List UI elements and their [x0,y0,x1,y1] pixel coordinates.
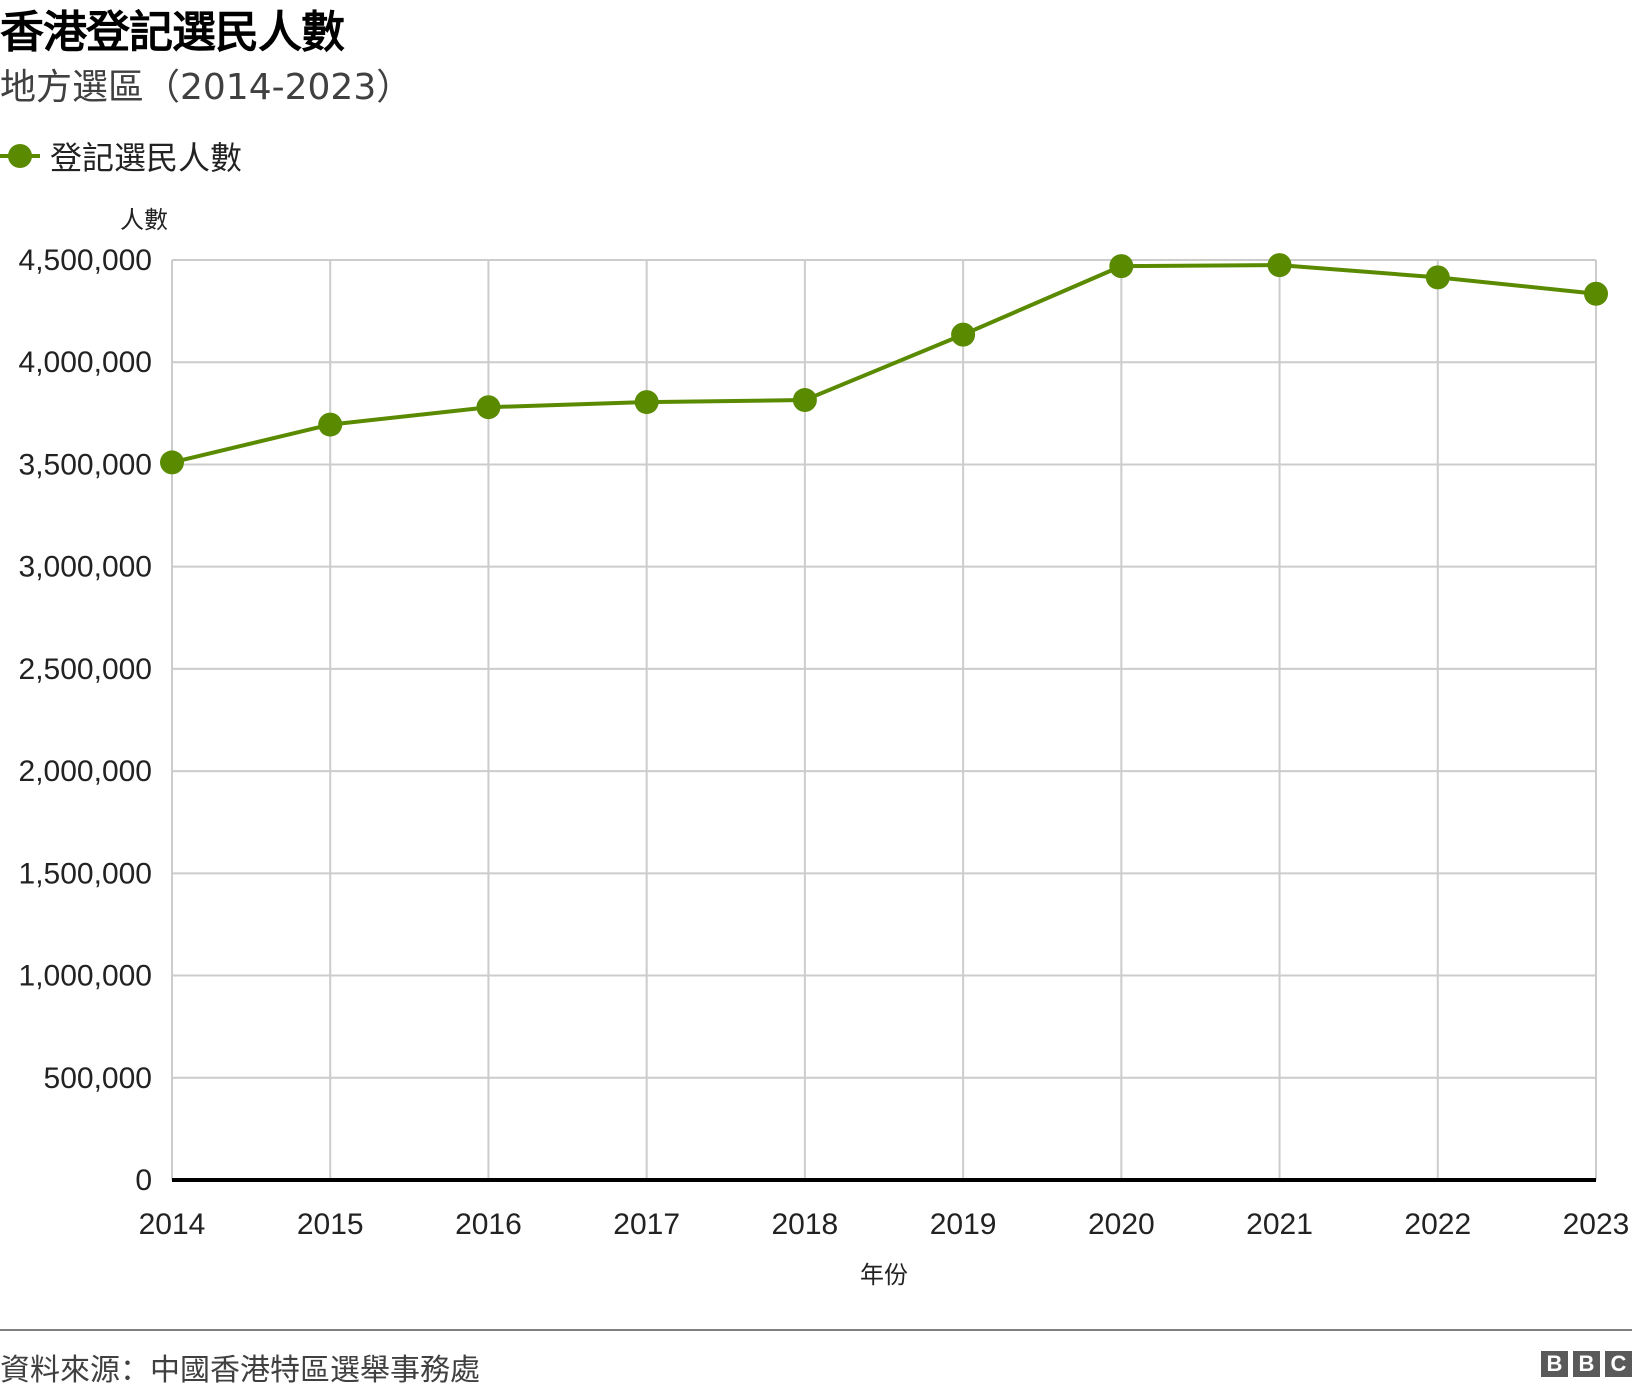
y-tick-label: 500,000 [44,1062,152,1095]
gridlines [171,259,1597,1180]
x-axis-ticks: 2014 2015 2016 2017 2018 2019 2020 2021 2022 2023 [139,1208,1630,1241]
y-tick-label: 2,000,000 [19,755,152,788]
data-point-marker [318,412,343,437]
legend: 登記選民人數 [0,136,243,177]
footer-divider [0,1329,1632,1331]
line-chart: 0 500,000 1,000,000 1,500,000 2,000,000 2,500… [19,244,1630,1241]
y-tick-label: 2,500,000 [19,653,152,686]
x-tick-label: 2022 [1404,1208,1471,1241]
bbc-logo-letter: B [1541,1351,1568,1377]
series-line [171,263,1597,465]
data-point-marker [1425,265,1450,290]
y-axis-title: 人數 [120,206,168,234]
data-point-marker [1584,281,1608,306]
y-tick-label: 4,500,000 [19,244,152,277]
data-point-marker [1109,254,1134,279]
y-tick-label: 1,500,000 [19,857,152,890]
data-point-marker [634,390,659,415]
y-tick-label: 4,000,000 [19,346,152,379]
source-note: 資料來源：中國香港特區選舉事務處 [0,1353,480,1388]
data-point-marker [1267,253,1292,278]
line-marker-circle-icon [0,136,40,176]
x-tick-label: 2018 [772,1208,839,1241]
bbc-logo-letter: C [1605,1351,1632,1377]
x-tick-label: 2019 [930,1208,997,1241]
legend-dot [8,144,32,168]
x-tick-label: 2015 [297,1208,364,1241]
x-tick-label: 2014 [139,1208,206,1241]
y-tick-label: 3,000,000 [19,551,152,584]
data-point-marker [951,322,976,347]
data-point-marker [476,395,501,420]
bbc-logo: B B C [1541,1351,1632,1377]
chart-title: 香港登記選民人數 [0,7,345,58]
legend-label: 登記選民人數 [50,139,243,177]
data-point-marker [160,450,184,475]
y-tick-label: 0 [135,1164,152,1197]
series-markers [160,253,1608,475]
x-tick-label: 2020 [1088,1208,1155,1241]
x-tick-label: 2017 [613,1208,680,1241]
y-tick-label: 3,500,000 [19,448,152,481]
x-tick-label: 2016 [455,1208,522,1241]
y-axis-ticks: 0 500,000 1,000,000 1,500,000 2,000,000 2,500… [19,244,152,1197]
x-tick-label: 2023 [1563,1208,1630,1241]
data-point-marker [792,388,817,413]
chart-subtitle: 地方選區（2014-2023） [0,67,413,108]
x-tick-label: 2021 [1246,1208,1313,1241]
y-tick-label: 1,000,000 [19,960,152,993]
x-axis-title: 年份 [860,1261,908,1289]
bbc-logo-letter: B [1573,1351,1600,1377]
